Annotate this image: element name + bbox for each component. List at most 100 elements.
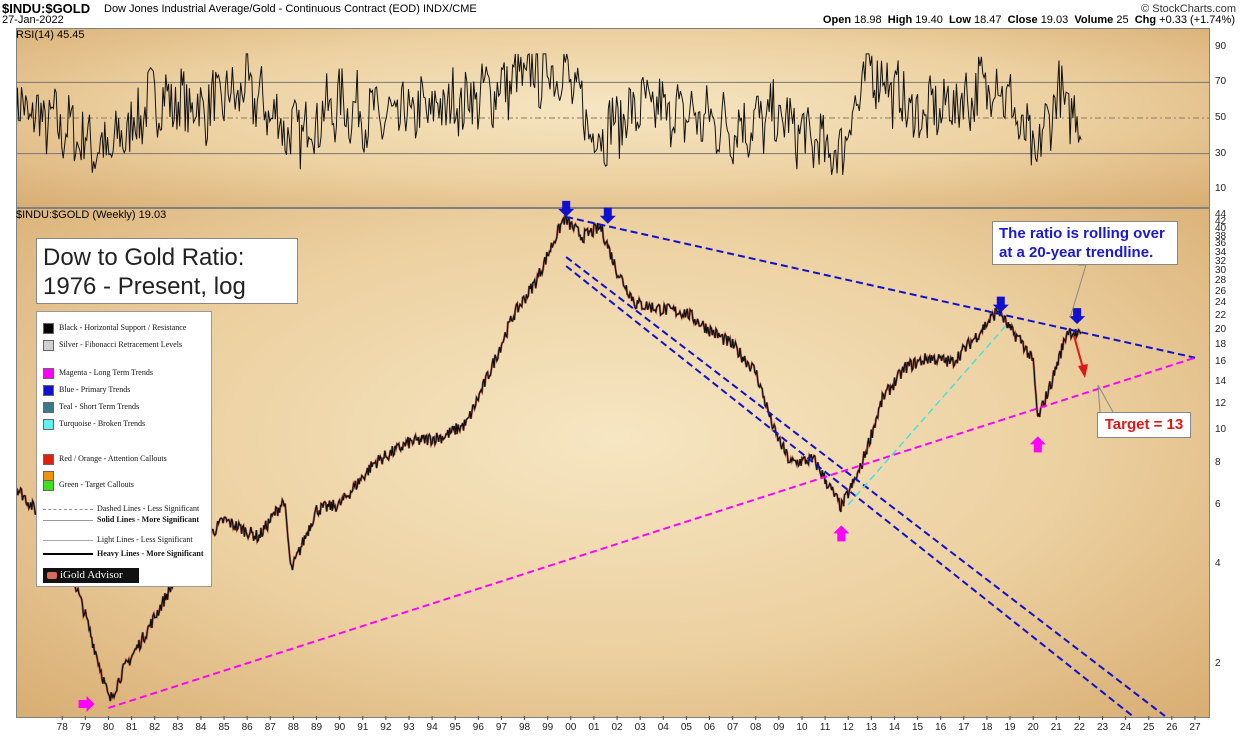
legend-label: Silver - Fibonacci Retracement Levels: [59, 340, 183, 349]
callout-line-1: The ratio is rolling over: [999, 225, 1165, 242]
legend-label: Black - Horizontal Support / Resistance: [59, 323, 187, 332]
legend-label: Magenta - Long Term Trends: [59, 368, 153, 377]
volume-label: Volume: [1074, 14, 1114, 26]
ratio-y-tick-label: 2: [1215, 658, 1221, 670]
chart-header-top: $INDU:$GOLD Dow Jones Industrial Average…: [0, 1, 1240, 16]
x-tick-label: 78: [56, 722, 68, 733]
description-label: Dow Jones Industrial Average/Gold - Cont…: [104, 3, 477, 15]
symbol-label: $INDU:$GOLD: [2, 1, 91, 16]
x-tick-label: 92: [380, 722, 392, 733]
legend-label: Blue - Primary Trends: [59, 385, 131, 394]
chg-label: Chg: [1134, 14, 1157, 26]
x-tick-label: 22: [1073, 722, 1085, 733]
ratio-y-tick-label: 18: [1215, 339, 1227, 351]
x-tick-label: 16: [935, 722, 947, 733]
x-tick-label: 06: [703, 722, 716, 733]
x-tick-label: 18: [981, 722, 993, 733]
x-tick-label: 95: [449, 722, 461, 733]
legend-item: Blue - Primary Trends: [43, 384, 130, 396]
x-tick-label: 15: [912, 722, 924, 733]
legend-line-item: Solid Lines - More Significant: [43, 514, 199, 526]
volume-value: 25: [1116, 14, 1129, 26]
y-axis-labels: 10 30 50 70 90 2 4 6 8 10 12 14 16 18 20 22 24 26 28 30 32 34…: [1212, 0, 1240, 737]
chart-title-box: Dow to Gold Ratio: 1976 - Present, log: [36, 238, 298, 304]
low-label: Low: [948, 14, 971, 26]
x-tick-label: 85: [218, 722, 230, 733]
legend-swatch: [43, 367, 54, 379]
brand-badge: iGold Advisor: [43, 568, 139, 583]
date-label: 27-Jan-2022: [2, 14, 64, 26]
title-line-2: 1976 - Present, log: [43, 273, 246, 300]
down-arrow-marker: [992, 296, 1009, 313]
legend-item: Turquoise - Broken Trends: [43, 418, 145, 430]
down-arrow-marker: [599, 207, 616, 224]
x-tick-label: 91: [357, 722, 369, 733]
x-tick-label: 89: [310, 722, 323, 733]
rsi-y-tick-label: 10: [1215, 183, 1227, 195]
legend-item: Magenta - Long Term Trends: [43, 367, 153, 379]
x-axis: 78 79 80 81 82 83 84 85 86 87 88 89 90 91 92 93 94 95 96 97…: [16, 718, 1210, 737]
legend-item: Teal - Short Term Trends: [43, 401, 139, 413]
x-tick-label: 99: [542, 722, 554, 733]
ratio-y-tick-label: 20: [1215, 323, 1227, 335]
ratio-y-tick-label: 30: [1215, 264, 1227, 276]
ratio-y-tick-label: 26: [1215, 285, 1227, 297]
ratio-y-tick-label: 34: [1215, 246, 1227, 258]
rsi-y-tick-label: 90: [1215, 40, 1227, 52]
x-tick-label: 79: [79, 722, 91, 733]
x-tick-label: 87: [264, 722, 276, 733]
rsi-series-line: [17, 53, 1082, 175]
ratio-y-tick-label: 16: [1215, 356, 1227, 368]
ratio-y-tick-label: 36: [1215, 238, 1227, 250]
target-pointer: [1097, 384, 1114, 413]
low-value: 18.47: [974, 14, 1002, 26]
x-tick-label: 00: [565, 722, 577, 733]
open-label: Open: [822, 14, 852, 26]
legend-label: Dashed Lines - Less Significant: [97, 504, 200, 513]
x-tick-label: 04: [657, 722, 669, 733]
x-tick-label: 86: [241, 722, 253, 733]
legend-label: Heavy Lines - More Significant: [97, 549, 204, 558]
legend-label: Solid Lines - More Significant: [97, 515, 200, 524]
trendline: [847, 325, 1006, 506]
chg-value: +0.33 (+1.74%): [1159, 14, 1235, 26]
x-tick-label: 88: [287, 722, 299, 733]
ratio-y-tick-label: 42: [1215, 216, 1227, 228]
legend-swatch: [43, 418, 54, 430]
ratio-y-tick-label: 22: [1215, 309, 1227, 321]
high-label: High: [887, 14, 913, 26]
legend-line-sample: [43, 519, 93, 521]
trendline: [565, 265, 1134, 717]
open-value: 18.98: [854, 14, 882, 26]
rsi-layer: [17, 53, 1082, 175]
legend-line-sample: [43, 539, 93, 541]
legend-swatch: [43, 401, 54, 413]
x-tick-label: 02: [611, 722, 623, 733]
ratio-y-tick-label: 8: [1215, 456, 1221, 468]
ratio-y-tick-label: 12: [1215, 397, 1227, 409]
rsi-y-tick-label: 70: [1215, 76, 1227, 88]
trendline: [565, 256, 1166, 717]
legend-line-sample: [43, 553, 93, 556]
rsi-title: RSI(14) 45.45: [16, 29, 85, 41]
legend-item: Silver - Fibonacci Retracement Levels: [43, 339, 182, 351]
legend-swatch: [43, 339, 54, 351]
legend-label: Turquoise - Broken Trends: [59, 419, 146, 428]
up-arrow-marker: [833, 525, 850, 542]
callout-pointer: [1069, 264, 1087, 319]
x-tick-label: 17: [958, 722, 970, 733]
x-tick-label: 23: [1096, 722, 1109, 733]
legend-label: Red / Orange - Attention Callouts: [59, 454, 167, 463]
legend-swatch: [43, 453, 54, 465]
x-tick-label: 96: [472, 722, 484, 733]
x-tick-label: 27: [1189, 722, 1201, 733]
ratio-title: $INDU:$GOLD (Weekly) 19.03: [16, 209, 167, 221]
x-tick-label: 03: [634, 722, 646, 733]
callout-line-2: at a 20-year trendline.: [999, 244, 1154, 261]
stockcharts-logo[interactable]: © StockCharts.com: [1141, 3, 1236, 15]
legend-swatch: [43, 479, 54, 491]
ratio-y-tick-label: 38: [1215, 230, 1227, 242]
legend-swatch: [43, 322, 54, 334]
close-label: Close: [1007, 14, 1038, 26]
x-tick-label: 13: [865, 722, 877, 733]
